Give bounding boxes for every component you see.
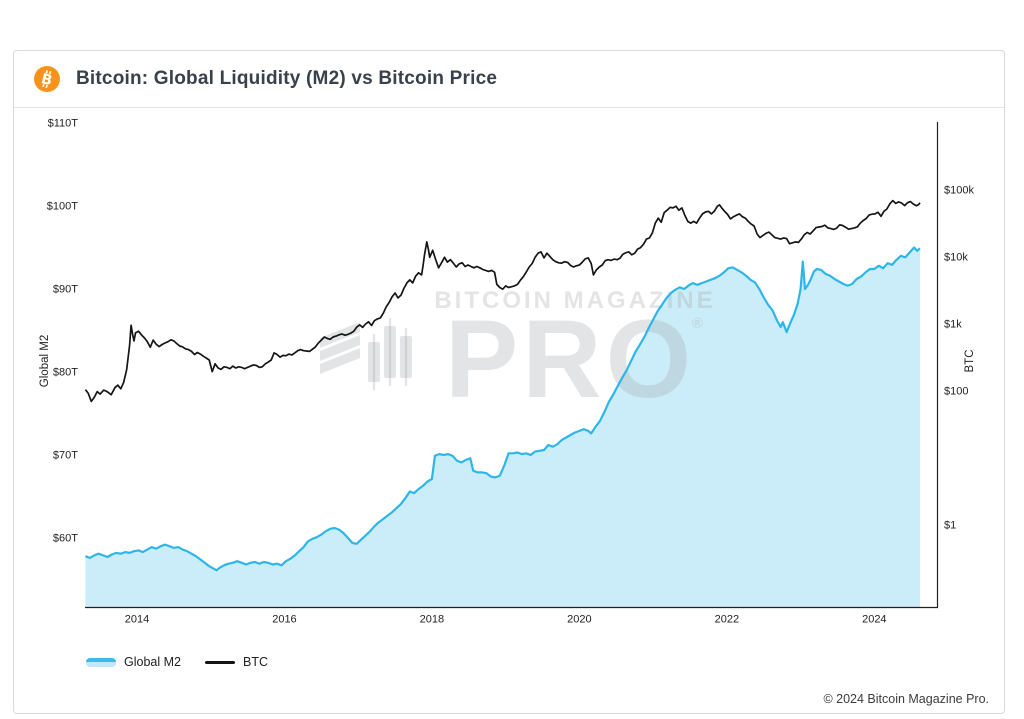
legend-item-btc[interactable]: BTC — [204, 655, 268, 669]
btc-swatch-icon — [204, 660, 235, 664]
copyright-text: © 2024 Bitcoin Magazine Pro. — [823, 692, 989, 706]
chart-card: B Bitcoin: Global Liquidity (M2) vs Bitc… — [13, 50, 1005, 714]
card-header: B Bitcoin: Global Liquidity (M2) vs Bitc… — [14, 51, 1004, 108]
bitcoin-icon: B — [34, 66, 60, 92]
legend-label-btc: BTC — [242, 655, 268, 669]
chart-legend: Global M2 BTC — [86, 655, 268, 669]
page-title: Bitcoin: Global Liquidity (M2) vs Bitcoi… — [76, 68, 498, 89]
legend-label-global-m2: Global M2 — [124, 655, 181, 669]
legend-item-global-m2[interactable]: Global M2 — [86, 655, 181, 669]
global-m2-swatch-icon — [86, 657, 116, 667]
